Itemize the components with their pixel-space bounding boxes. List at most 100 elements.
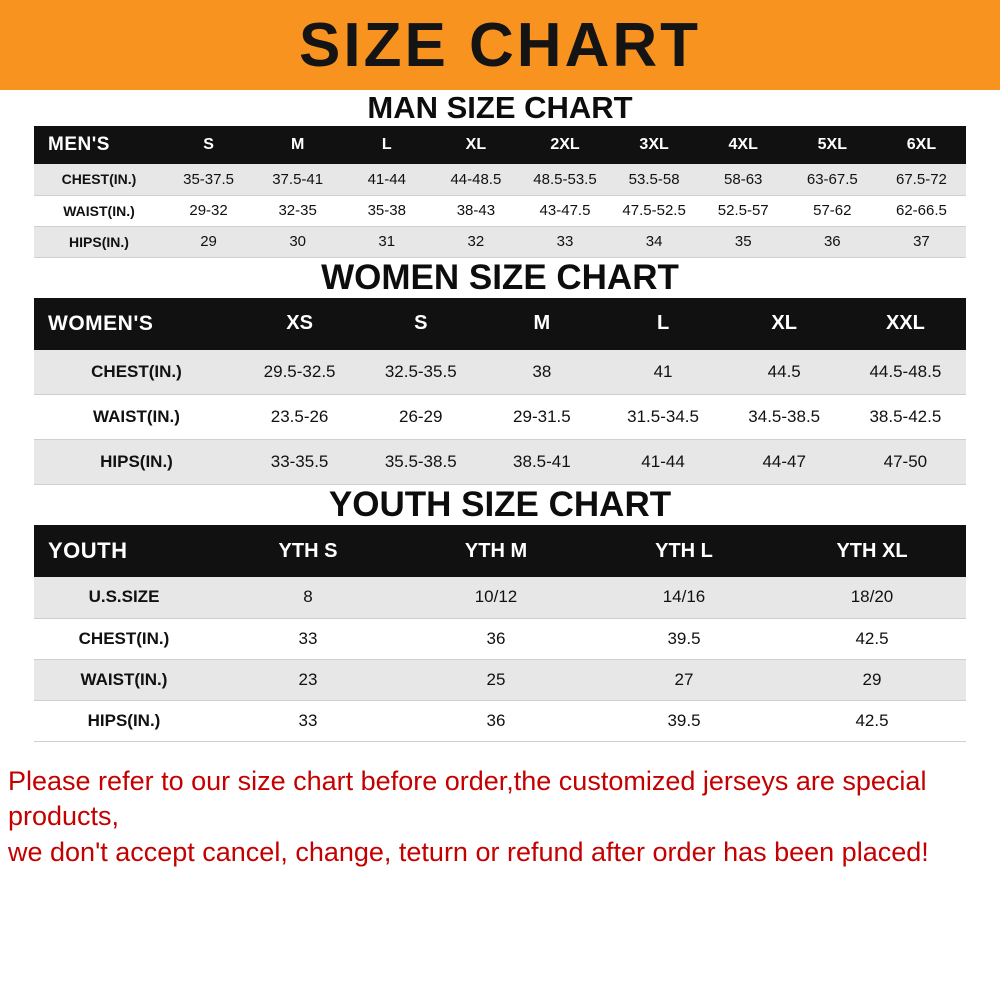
youth-size-table: YOUTH YTH S YTH M YTH L YTH XL U.S.SIZE 8 10/12… <box>34 525 966 742</box>
measurement-value: 35 <box>698 226 788 258</box>
measurement-value: 23.5-26 <box>239 394 361 440</box>
table-row: HIPS(IN.) 33 36 39.5 42.5 <box>34 700 966 742</box>
measurement-value: 34.5-38.5 <box>723 394 845 440</box>
size-chart-banner: SIZE CHART <box>0 0 1000 90</box>
mens-size-table: MEN'S S M L XL 2XL 3XL 4XL 5XL 6XL CHEST(IN.) 35-37… <box>34 126 966 258</box>
measurement-value: 33 <box>520 226 610 258</box>
measurement-value: 47-50 <box>844 439 966 485</box>
measurement-value: 44.5-48.5 <box>844 349 966 395</box>
womens-section-title: WOMEN SIZE CHART <box>321 257 679 297</box>
measurement-value: 18/20 <box>778 577 966 619</box>
table-header-row: WOMEN'S XS S M L XL XXL <box>34 297 966 350</box>
measurement-value: 35.5-38.5 <box>360 439 482 485</box>
measurement-label: WAIST(IN.) <box>34 394 239 440</box>
size-column-header: XL <box>431 126 521 164</box>
table-row: CHEST(IN.) 35-37.5 37.5-41 41-44 44-48.5 48.5… <box>34 164 966 196</box>
size-column-header: 3XL <box>609 126 699 164</box>
table-header-row: YOUTH YTH S YTH M YTH L YTH XL <box>34 525 966 577</box>
table-row: HIPS(IN.) 33-35.5 35.5-38.5 38.5-41 41-44 44-… <box>34 439 966 485</box>
measurement-value: 34 <box>609 226 699 258</box>
measurement-value: 25 <box>402 659 590 701</box>
table-corner-label: MEN'S <box>34 126 164 164</box>
table-corner-label: WOMEN'S <box>34 297 239 350</box>
measurement-value: 53.5-58 <box>609 164 699 196</box>
measurement-value: 36 <box>402 618 590 660</box>
measurement-label: CHEST(IN.) <box>34 618 214 660</box>
measurement-value: 62-66.5 <box>876 195 966 227</box>
size-column-header: M <box>253 126 343 164</box>
measurement-value: 31 <box>342 226 432 258</box>
measurement-value: 8 <box>214 577 402 619</box>
measurement-value: 38.5-41 <box>481 439 603 485</box>
measurement-value: 44-47 <box>723 439 845 485</box>
measurement-value: 63-67.5 <box>787 164 877 196</box>
measurement-value: 23 <box>214 659 402 701</box>
measurement-value: 31.5-34.5 <box>602 394 724 440</box>
size-column-header: XXL <box>844 297 966 350</box>
measurement-value: 67.5-72 <box>876 164 966 196</box>
youth-section: YOUTH SIZE CHART YOUTH YTH S YTH M YTH L YTH… <box>0 485 1000 742</box>
measurement-value: 57-62 <box>787 195 877 227</box>
measurement-value: 36 <box>402 700 590 742</box>
size-column-header: L <box>602 297 724 350</box>
measurement-value: 27 <box>590 659 778 701</box>
measurement-label: CHEST(IN.) <box>34 349 239 395</box>
order-notice-line-2: we don't accept cancel, change, teturn o… <box>8 836 929 867</box>
size-column-header: 2XL <box>520 126 610 164</box>
measurement-value: 35-38 <box>342 195 432 227</box>
youth-section-title: YOUTH SIZE CHART <box>328 485 672 524</box>
mens-section: MAN SIZE CHART MEN'S S M L XL 2XL 3XL 4XL 5XL 6XL… <box>0 90 1000 258</box>
measurement-value: 52.5-57 <box>698 195 788 227</box>
measurement-value: 37.5-41 <box>253 164 343 196</box>
table-row: U.S.SIZE 8 10/12 14/16 18/20 <box>34 577 966 619</box>
measurement-value: 14/16 <box>590 577 778 619</box>
size-column-header: L <box>342 126 432 164</box>
measurement-label: U.S.SIZE <box>34 577 214 619</box>
size-column-header: YTH S <box>214 525 402 577</box>
table-row: HIPS(IN.) 29 30 31 32 33 34 35 36 37 <box>34 226 966 258</box>
measurement-value: 33 <box>214 700 402 742</box>
measurement-value: 44-48.5 <box>431 164 521 196</box>
measurement-value: 30 <box>253 226 343 258</box>
measurement-value: 10/12 <box>402 577 590 619</box>
size-column-header: YTH L <box>590 525 778 577</box>
size-column-header: S <box>360 297 482 350</box>
size-column-header: 6XL <box>876 126 966 164</box>
measurement-value: 38.5-42.5 <box>844 394 966 440</box>
measurement-value: 33-35.5 <box>239 439 361 485</box>
measurement-value: 29-32 <box>164 195 254 227</box>
table-row: CHEST(IN.) 33 36 39.5 42.5 <box>34 618 966 660</box>
measurement-value: 29 <box>778 659 966 701</box>
measurement-value: 48.5-53.5 <box>520 164 610 196</box>
table-row: CHEST(IN.) 29.5-32.5 32.5-35.5 38 41 44.5 44.5… <box>34 349 966 395</box>
measurement-value: 32.5-35.5 <box>360 349 482 395</box>
womens-section: WOMEN SIZE CHART WOMEN'S XS S M L XL XXL CHEST(… <box>0 257 1000 485</box>
table-row: WAIST(IN.) 23 25 27 29 <box>34 659 966 701</box>
table-row: WAIST(IN.) 23.5-26 26-29 29-31.5 31.5-34.5 34… <box>34 394 966 440</box>
measurement-value: 41-44 <box>342 164 432 196</box>
measurement-value: 32 <box>431 226 521 258</box>
measurement-value: 35-37.5 <box>164 164 254 196</box>
measurement-label: HIPS(IN.) <box>34 700 214 742</box>
measurement-value: 42.5 <box>778 618 966 660</box>
measurement-value: 29.5-32.5 <box>239 349 361 395</box>
size-column-header: M <box>481 297 603 350</box>
measurement-value: 43-47.5 <box>520 195 610 227</box>
measurement-value: 38 <box>481 349 603 395</box>
measurement-value: 33 <box>214 618 402 660</box>
table-header-row: MEN'S S M L XL 2XL 3XL 4XL 5XL 6XL <box>34 126 966 164</box>
table-corner-label: YOUTH <box>34 525 214 577</box>
table-row: WAIST(IN.) 29-32 32-35 35-38 38-43 43-47.5 47.… <box>34 195 966 227</box>
measurement-label: HIPS(IN.) <box>34 439 239 485</box>
measurement-value: 38-43 <box>431 195 521 227</box>
measurement-value: 32-35 <box>253 195 343 227</box>
measurement-value: 41-44 <box>602 439 724 485</box>
size-column-header: XS <box>239 297 361 350</box>
size-column-header: YTH M <box>402 525 590 577</box>
measurement-value: 37 <box>876 226 966 258</box>
measurement-value: 26-29 <box>360 394 482 440</box>
measurement-value: 41 <box>602 349 724 395</box>
measurement-value: 29-31.5 <box>481 394 603 440</box>
measurement-label: CHEST(IN.) <box>34 164 164 196</box>
